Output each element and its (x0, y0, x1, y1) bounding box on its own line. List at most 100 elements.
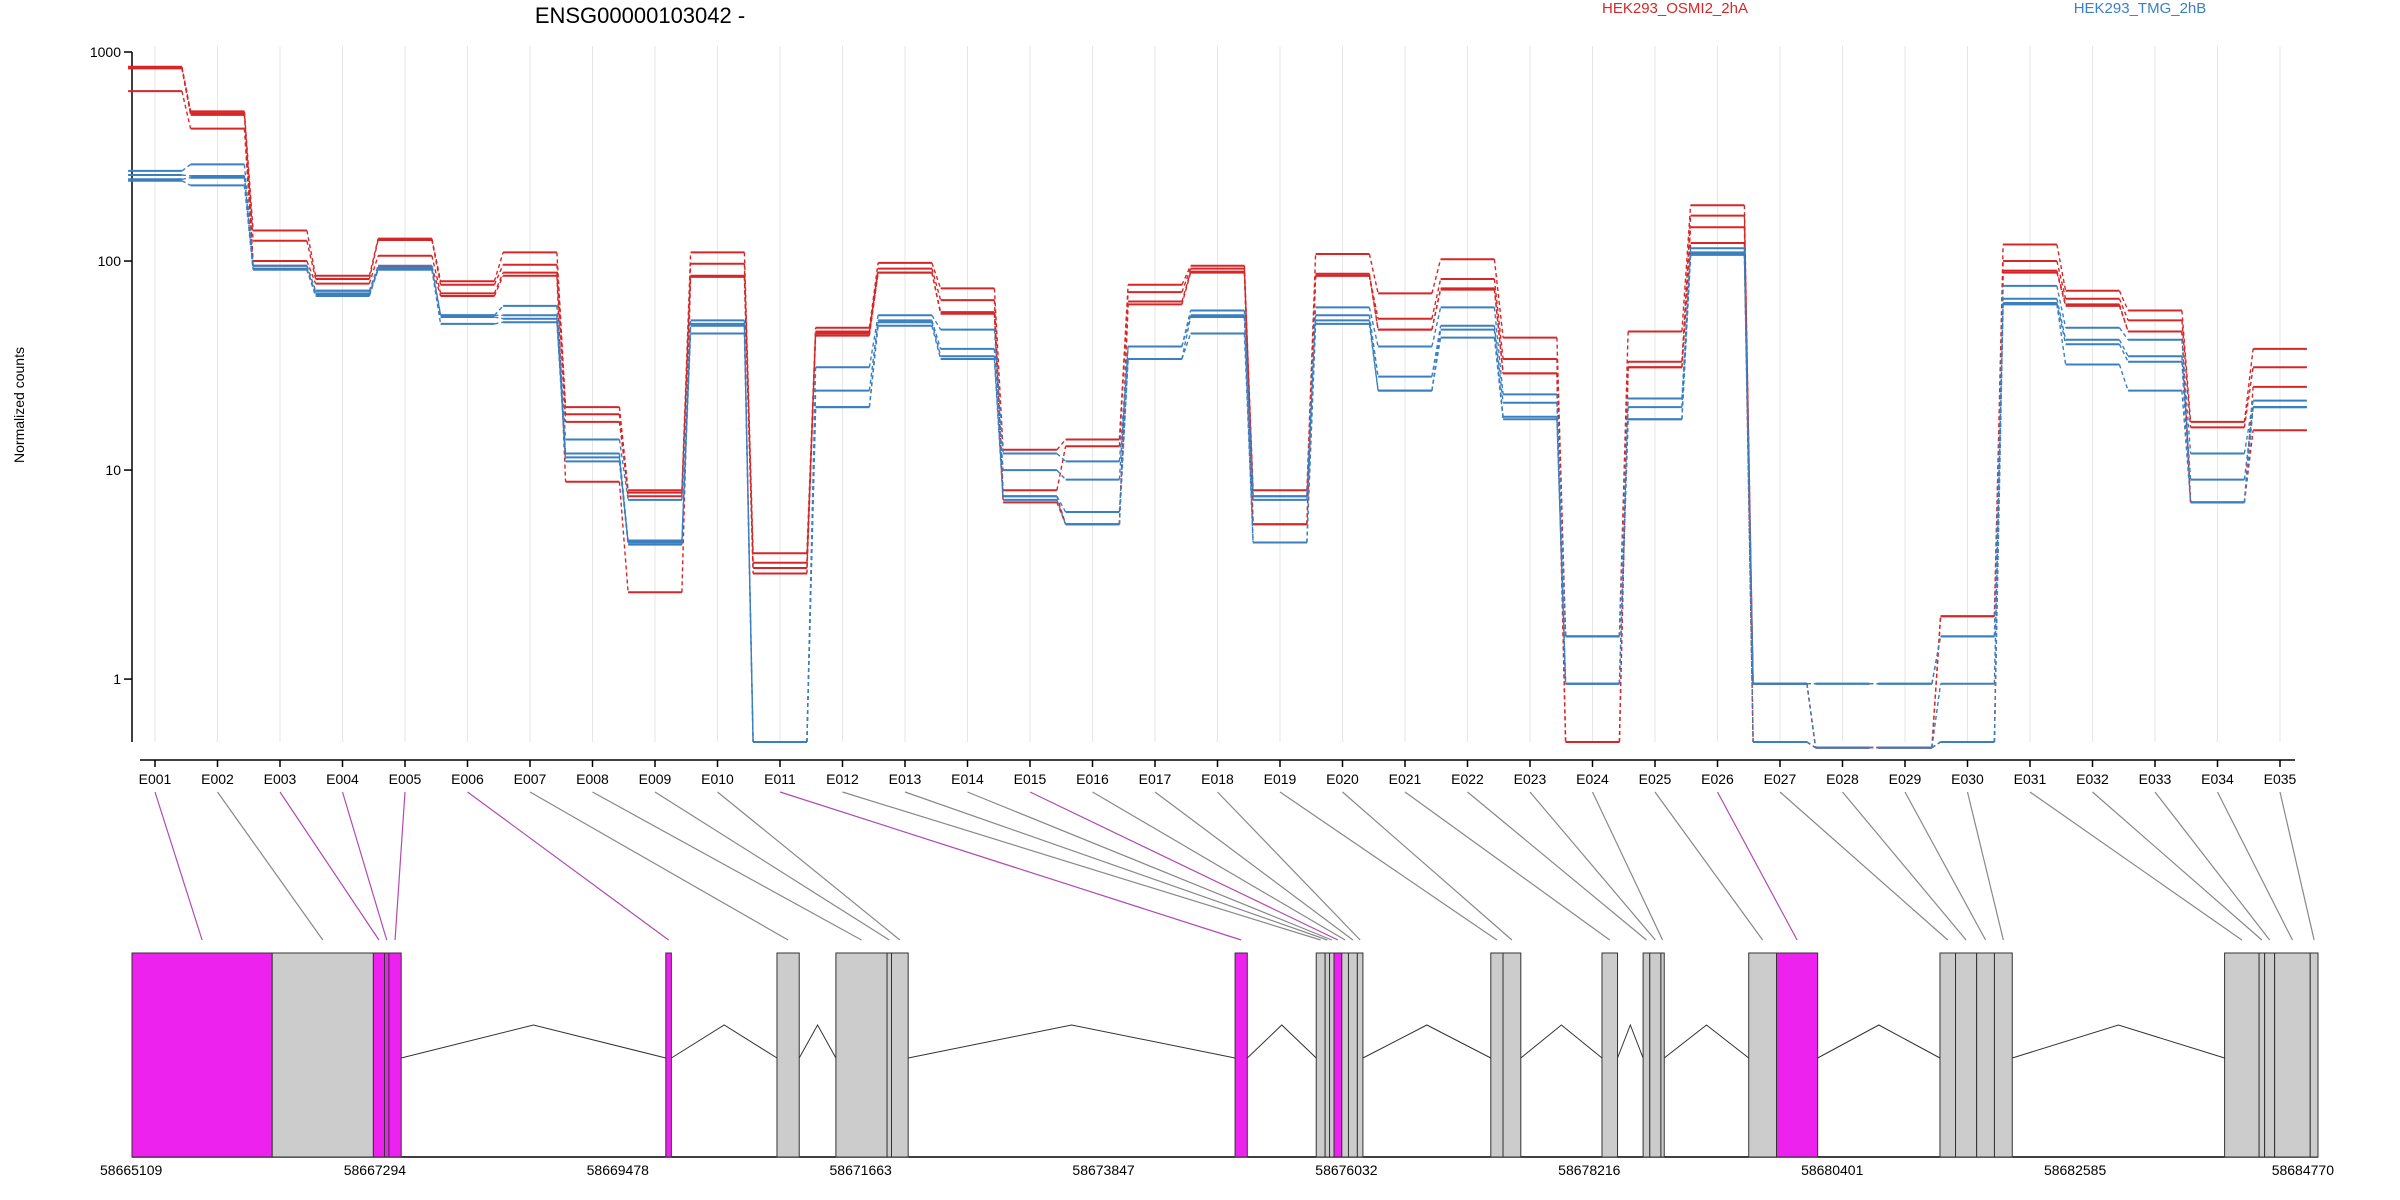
connector-e030 (1966, 791, 2004, 941)
intron-1 (401, 1024, 666, 1059)
intron-7 (1520, 1024, 1603, 1059)
connector-e008 (592, 791, 862, 941)
exon-block-e023 (1649, 952, 1662, 1158)
x-tick-label-e015: E015 (1014, 771, 1047, 787)
exon-block-e020 (1502, 952, 1522, 1158)
x-tick-label-e028: E028 (1826, 771, 1859, 787)
exon-block-e025 (1748, 952, 1778, 1158)
connector-e020 (1342, 791, 1513, 941)
connector-e016 (1092, 791, 1346, 941)
intron-9 (1663, 1024, 1750, 1059)
exon-block-e019 (1490, 952, 1504, 1158)
exon-block-e021 (1601, 952, 1619, 1158)
genomic-coordinate-label: 58676032 (1315, 1162, 1378, 1178)
exon-block-e013 (1324, 952, 1331, 1158)
connector-e028 (1842, 791, 1967, 941)
x-tick-label-e006: E006 (451, 771, 484, 787)
genomic-coordinate-label: 58678216 (1558, 1162, 1621, 1178)
x-tick-label-e009: E009 (639, 771, 672, 787)
intron-3 (798, 1023, 837, 1059)
connector-e007 (529, 791, 789, 941)
connector-e029 (1904, 791, 1987, 941)
connector-e002 (217, 791, 324, 941)
connector-e034 (2216, 791, 2293, 941)
exon-block-e003 (372, 952, 386, 1158)
y-tick-label: 100 (98, 253, 122, 269)
y-axis-label: Normalized counts (11, 347, 27, 463)
exon-block-e011 (1234, 952, 1248, 1158)
intron-5 (1246, 1024, 1317, 1059)
x-tick-label-e018: E018 (1201, 771, 1234, 787)
exon-block-e009 (886, 952, 893, 1158)
y-tick-label: 1 (113, 671, 121, 687)
exon-block-e005 (388, 952, 402, 1158)
gene-model-track: 58665109 58667294 58669478 58671663 58673847… (100, 952, 2335, 1178)
x-tick-label-e017: E017 (1139, 771, 1172, 787)
legend-entry-tmg: HEK293_TMG_2hB (2074, 0, 2207, 17)
x-tick-label-e011: E011 (764, 771, 796, 787)
exon-block-e002 (271, 952, 374, 1158)
x-tick-label-e023: E023 (1514, 771, 1547, 787)
x-tick-label-e021: E021 (1389, 771, 1422, 787)
x-tick-label-e027: E027 (1764, 771, 1797, 787)
connector-e021 (1404, 791, 1611, 941)
x-tick-label-e020: E020 (1326, 771, 1359, 787)
exon-block-e031 (2224, 952, 2260, 1158)
exon-block-e012 (1315, 952, 1326, 1158)
connector-e004 (341, 791, 388, 941)
intron-8 (1617, 1023, 1644, 1059)
series-lines (128, 65, 2307, 749)
genomic-coordinate-label: 58669478 (587, 1162, 650, 1178)
exon-block-e022 (1642, 952, 1651, 1158)
connector-e035 (2279, 791, 2315, 941)
exon-block-e030 (1993, 952, 2013, 1158)
connector-e014 (967, 791, 1333, 941)
intron-6 (1362, 1024, 1492, 1059)
connector-e010 (717, 791, 901, 941)
axes: 1 10 100 1000 E001 E002 E003 E004 E005 E006 E007 E0… (90, 44, 2297, 787)
y-tick-label: 1000 (90, 44, 121, 60)
connector-e012 (842, 791, 1321, 941)
x-tick-label-e012: E012 (826, 771, 859, 787)
connector-e011 (779, 791, 1242, 941)
connector-e017 (1154, 791, 1354, 941)
x-tick-label-e024: E024 (1576, 771, 1609, 787)
x-tick-label-e030: E030 (1951, 771, 1984, 787)
exon-connector-lines (154, 791, 2315, 941)
connector-e026 (1716, 791, 1798, 941)
exon-block-e026 (1776, 952, 1819, 1158)
connector-e033 (2154, 791, 2271, 941)
x-tick-label-e019: E019 (1264, 771, 1297, 787)
connector-e024 (1591, 791, 1664, 941)
chart-title: ENSG00000103042 - (535, 3, 745, 28)
connector-e005 (394, 791, 406, 941)
x-tick-label-e035: E035 (2264, 771, 2297, 787)
exon-block-e015 (1333, 952, 1343, 1158)
exon-block-e008 (835, 952, 888, 1158)
exon-block-e007 (776, 952, 800, 1158)
intron-4 (908, 1024, 1236, 1059)
genomic-coordinate-label: 58671663 (830, 1162, 893, 1178)
x-tick-label-e032: E032 (2076, 771, 2109, 787)
intron-11 (2012, 1024, 2225, 1059)
x-tick-label-e034: E034 (2201, 771, 2234, 787)
genomic-coordinate-label: 58667294 (344, 1162, 407, 1178)
genomic-coordinate-label: 58684770 (2272, 1162, 2335, 1178)
connector-e019 (1279, 791, 1498, 941)
exon-block-e018 (1356, 952, 1364, 1158)
x-tick-label-e026: E026 (1701, 771, 1734, 787)
intron-2 (671, 1024, 778, 1059)
connector-e027 (1779, 791, 1949, 941)
x-tick-label-e029: E029 (1889, 771, 1922, 787)
x-tick-label-e002: E002 (201, 771, 234, 787)
exon-block-e006 (665, 952, 672, 1158)
exon-block-e024 (1660, 952, 1665, 1158)
connector-e032 (2092, 791, 2263, 941)
connector-e025 (1654, 791, 1764, 941)
x-tick-label-e007: E007 (514, 771, 547, 787)
intron-10 (1817, 1024, 1941, 1059)
connector-e018 (1217, 791, 1361, 941)
exon-block-e032 (2258, 952, 2266, 1158)
connector-e013 (904, 791, 1328, 941)
x-tick-label-e010: E010 (701, 771, 734, 787)
